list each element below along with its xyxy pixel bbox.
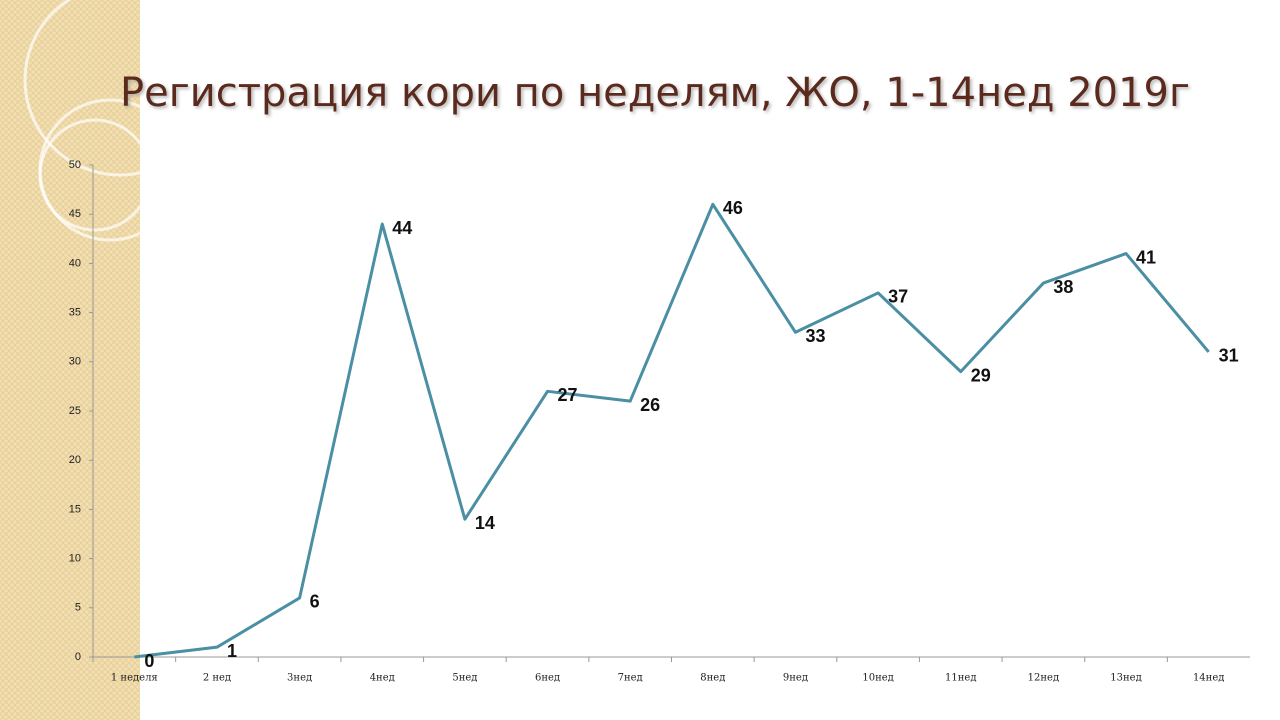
x-tick-label: 6нед (535, 673, 560, 684)
data-label: 6 (310, 592, 320, 612)
y-tick-label: 25 (69, 405, 81, 417)
data-label: 33 (805, 326, 825, 346)
data-label: 41 (1136, 247, 1156, 267)
x-tick-label: 5нед (452, 673, 477, 684)
x-tick-label: 8нед (700, 673, 725, 684)
y-tick-label: 35 (69, 307, 81, 319)
data-label: 0 (144, 651, 154, 671)
data-label: 29 (971, 365, 991, 385)
x-tick-label: 10нед (862, 673, 893, 684)
decor-rings (23, 0, 217, 242)
y-tick-label: 50 (69, 159, 81, 171)
y-tick-label: 40 (69, 257, 81, 269)
x-tick-label: 2 нед (203, 673, 231, 684)
data-line (134, 202, 1210, 659)
y-tick-label: 0 (75, 651, 81, 663)
data-label: 44 (392, 218, 412, 238)
data-label: 37 (888, 287, 908, 307)
data-label: 31 (1219, 346, 1239, 366)
data-label: 14 (475, 513, 495, 533)
data-label: 27 (558, 385, 578, 405)
y-tick-label: 5 (75, 602, 81, 614)
data-label: 26 (640, 395, 660, 415)
y-tick-label: 10 (69, 553, 81, 565)
x-tick-label: 3нед (287, 673, 312, 684)
y-tick-label: 15 (69, 503, 81, 515)
y-tick-label: 20 (69, 454, 81, 466)
data-label: 1 (227, 641, 237, 661)
y-tick-label: 45 (69, 208, 81, 220)
decor-strip (0, 0, 140, 720)
x-tick-label: 9нед (783, 673, 808, 684)
chart-title: Регистрация кори по неделям, ЖО, 1-14нед… (120, 70, 1190, 116)
y-tick-label: 30 (69, 356, 81, 368)
data-label: 46 (723, 198, 743, 218)
x-tick-label: 4нед (370, 673, 395, 684)
x-tick-label: 1 неделя (111, 673, 158, 684)
x-tick-label: 11нед (945, 673, 976, 684)
x-tick-label: 12нед (1028, 673, 1059, 684)
x-tick-label: 13нед (1110, 673, 1141, 684)
x-tick-label: 14нед (1193, 673, 1224, 684)
data-label: 38 (1053, 277, 1073, 297)
x-tick-label: 7нед (618, 673, 643, 684)
